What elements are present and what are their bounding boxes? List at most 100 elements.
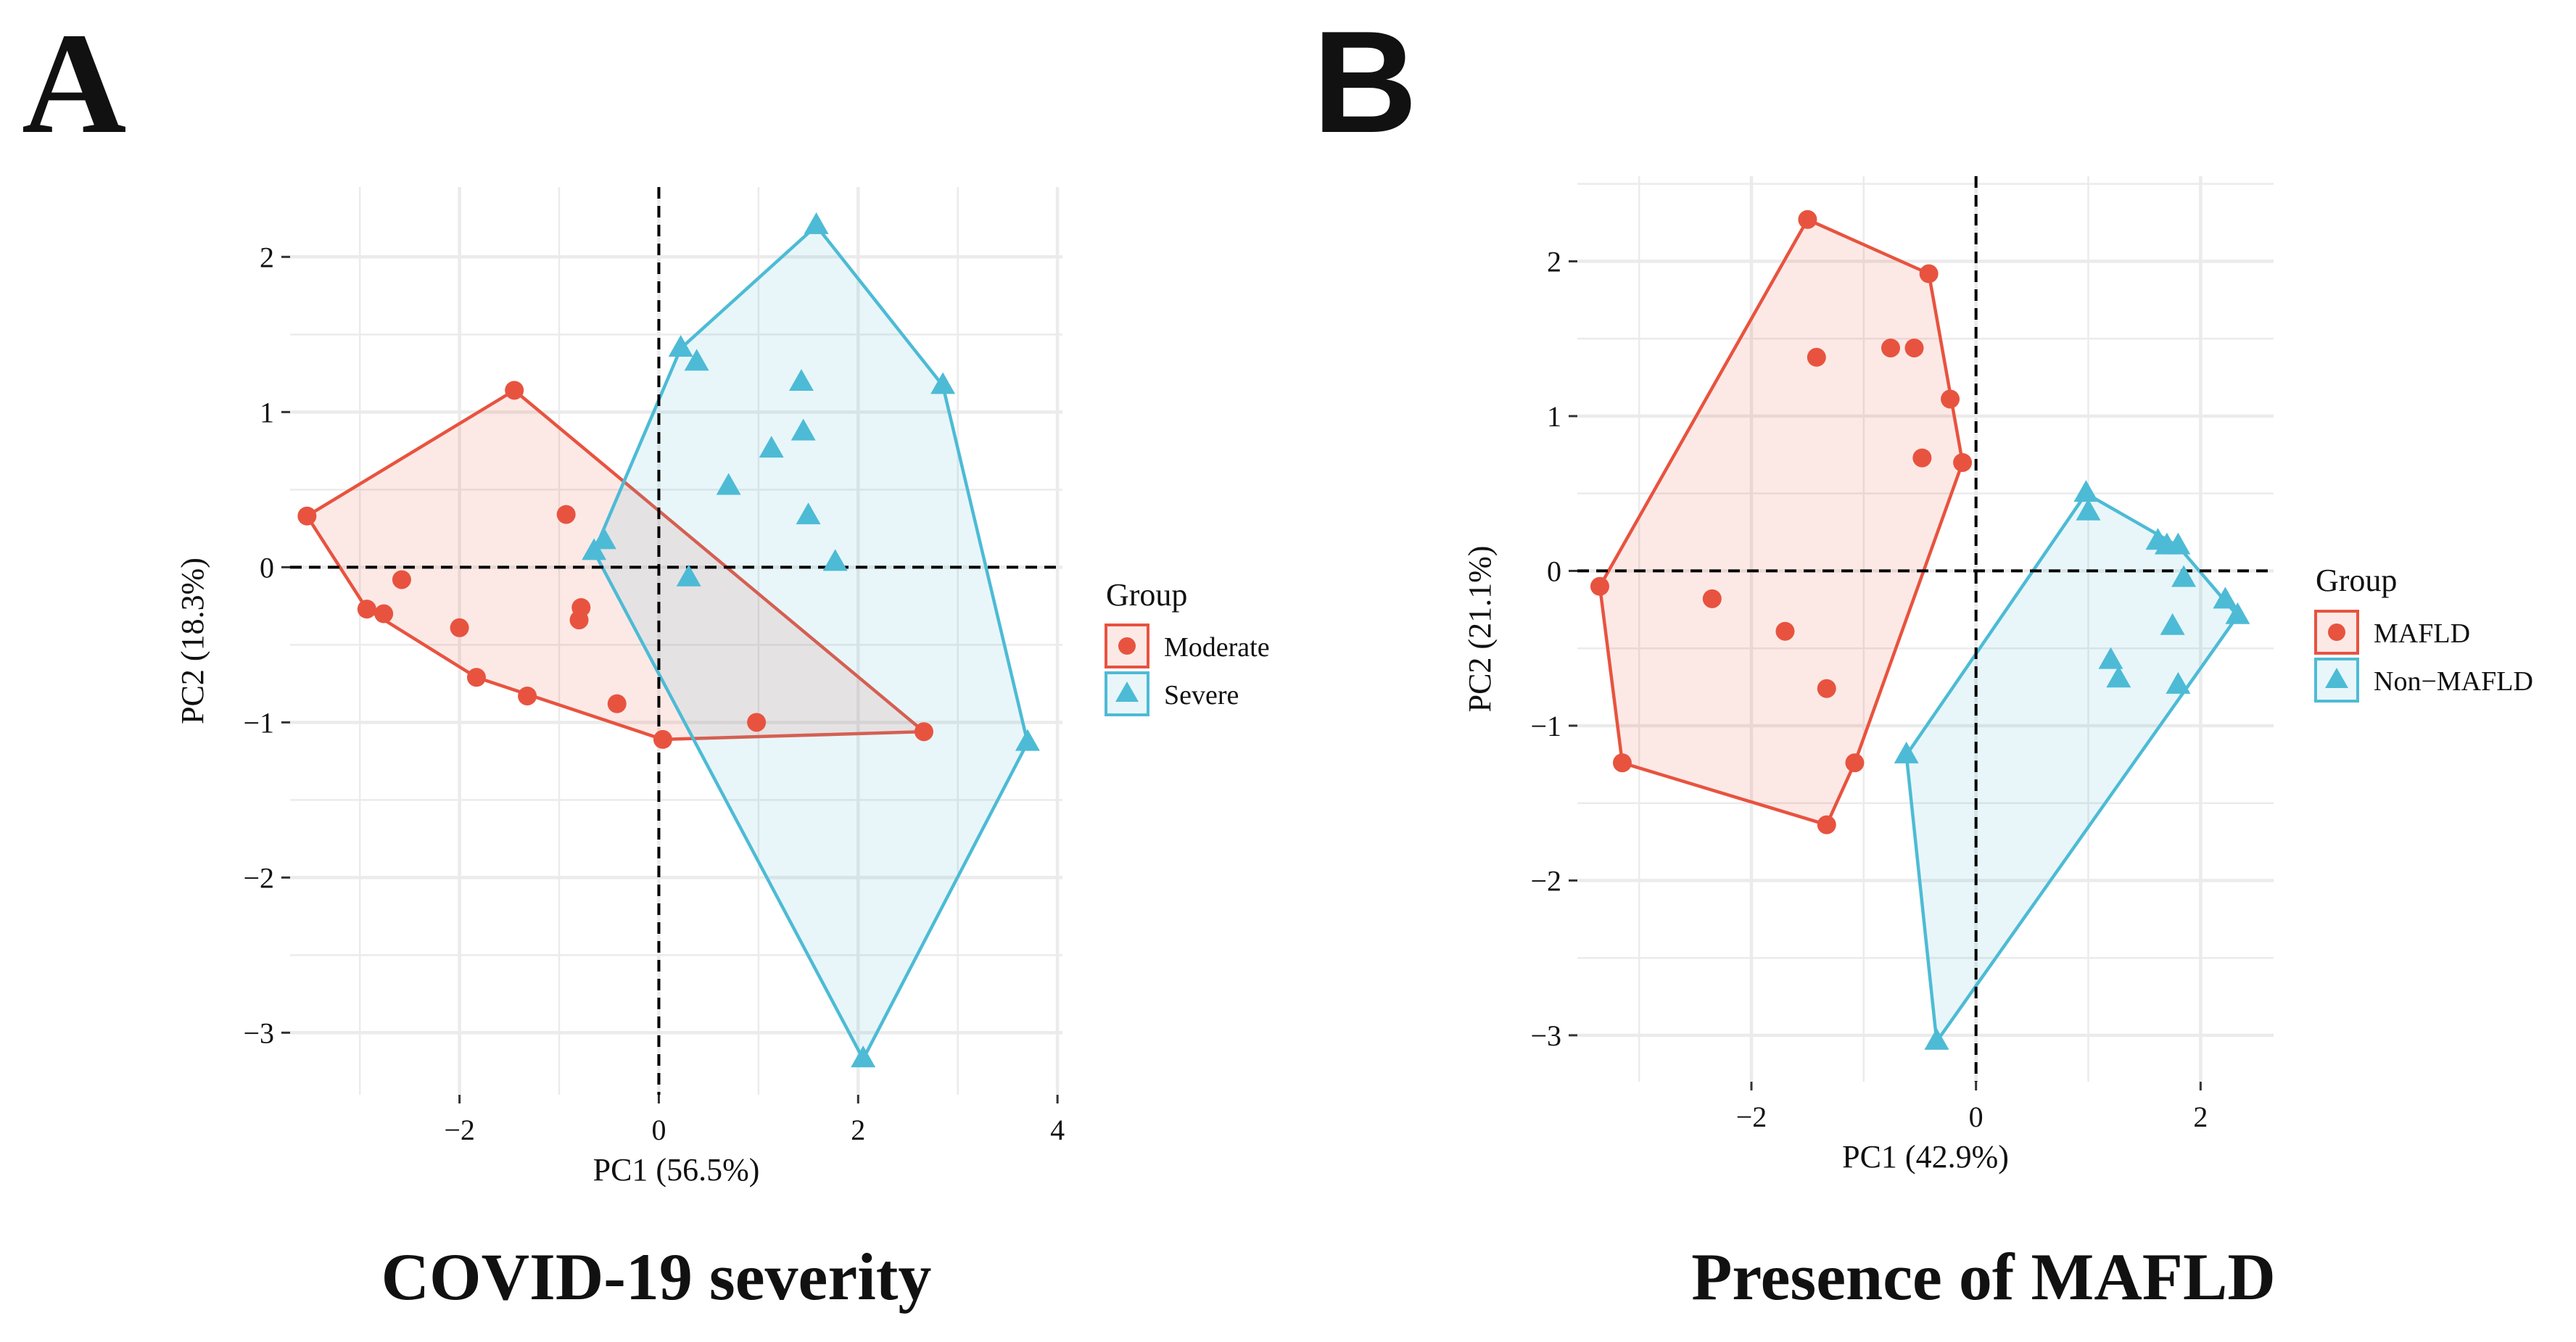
panel-a-point-moderate [914,722,933,742]
panel-b-legend-symbol-nonmafld [2325,668,2348,688]
panel-a-point-severe [851,1045,876,1068]
panel-a-point-severe [930,372,956,394]
panel-a-point-moderate [556,505,576,524]
panel-b-point-mafld [1919,264,1939,283]
panel-a-point-moderate [569,610,589,630]
panel-a-point-moderate [518,686,537,705]
panel-a-xaxis-label: PC1 (56.5%) [593,1152,760,1188]
panel-b-point-nonmafld [2213,587,2238,609]
panel-a-point-moderate [450,618,469,637]
panel-a-ytick-label: −3 [243,1016,274,1049]
panel-a-point-moderate [466,668,486,687]
panel-b-legend: Group MAFLD Non−MAFLD [2314,563,2533,703]
panel-b-xtick-label: 0 [1969,1101,1983,1133]
panel-b-point-nonmafld [2098,647,2123,669]
panel-b-ytick-label: 2 [1547,245,1561,278]
panel-a-point-severe [684,349,709,371]
panel-b-point-mafld [1881,338,1900,357]
panel-a-ytick-label: 0 [260,551,274,584]
panel-b-point-mafld [1845,753,1865,773]
panel-a-legend-key-severe [1105,671,1149,716]
panel-a-point-moderate [297,506,317,526]
panel-b-letter: B [1313,1,1417,163]
panel-a-legend-symbol-moderate [1118,637,1136,655]
panel-b-plot: −2 0 2 −3 −2 −1 0 1 2 PC1 (42.9%) PC2 (21.1%) Group… [1462,176,2533,1175]
panel-a-point-severe [716,473,741,495]
panel-b-ytick-label: −2 [1530,864,1561,897]
panel-a: A −2 0 2 4 −3 −2 −1 0 1 2 PC1 (56.5%) PC2 (18.3%) Gr… [22,4,1270,1314]
panel-b-legend-title: Group [2316,563,2397,598]
panel-b-ytick-label: −3 [1530,1019,1561,1052]
panel-b-point-nonmafld [2076,498,2101,521]
panel-b-legend-label-nonmafld: Non−MAFLD [2374,666,2533,697]
panel-a-point-moderate [653,729,672,749]
panel-b-point-mafld [1612,753,1632,773]
panel-a-legend-label-severe: Severe [1164,680,1239,711]
panel-a-point-moderate [392,570,411,589]
panel-a-legend: Group Moderate Severe [1105,577,1270,716]
panel-a-point-severe [668,334,693,357]
panel-a-xtick-label: 2 [851,1114,865,1146]
panel-b-point-mafld [1702,589,1722,608]
panel-b-point-mafld [1775,621,1795,641]
panel-b-point-nonmafld [2166,671,2191,694]
panel-b: B −2 0 2 −3 −2 −1 0 1 2 PC1 (42.9%) PC2 (21.1%) Gro… [1313,1,2533,1314]
panel-b-point-mafld [1904,338,1924,357]
panel-b-point-mafld [1953,452,1973,472]
panel-a-yaxis-label: PC2 (18.3%) [175,558,210,724]
panel-a-ytick-label: −2 [243,861,274,894]
panel-b-xtick-label: 2 [2193,1101,2208,1133]
panel-a-point-severe [788,369,814,392]
panel-b-ytick-label: 0 [1547,555,1561,587]
panel-a-plot: −2 0 2 4 −3 −2 −1 0 1 2 PC1 (56.5%) PC2 (18.3%) Grou… [175,187,1270,1188]
panel-b-point-mafld [1941,389,1960,409]
panel-b-point-nonmafld [2171,565,2197,587]
panel-b-legend-label-mafld: MAFLD [2374,618,2470,649]
panel-a-ytick-label: 2 [260,241,274,273]
panel-b-legend-symbol-mafld [2328,624,2345,641]
panel-b-point-nonmafld [2106,666,2131,688]
panel-a-point-severe [796,502,821,525]
panel-b-ytick-label: −1 [1530,710,1561,742]
panel-a-point-severe [582,538,607,560]
panel-a-point-severe [804,212,829,234]
panel-b-ytick-label: 1 [1547,400,1561,433]
panel-a-caption: COVID-19 severity [381,1240,932,1314]
panel-b-caption: Presence of MAFLD [1691,1240,2276,1314]
panel-b-point-mafld [1912,448,1932,468]
panel-b-point-nonmafld [2225,602,2250,624]
panel-b-xtick-label: −2 [1736,1101,1767,1133]
panel-b-point-nonmafld [1894,741,1919,763]
panel-b-point-nonmafld [2166,532,2191,555]
panel-b-point-mafld [1817,679,1836,698]
panel-a-xtick-label: −2 [444,1114,475,1146]
panel-a-point-severe [676,564,701,587]
panel-a-point-severe [591,527,616,550]
panel-a-point-moderate [607,694,627,713]
panel-a-legend-symbol-severe [1115,682,1139,702]
panel-a-xtick-label: 4 [1050,1114,1065,1146]
panel-a-point-severe [1015,729,1040,751]
panel-b-point-mafld [1590,576,1609,596]
panel-b-xaxis-label: PC1 (42.9%) [1842,1139,2009,1175]
panel-a-point-moderate [357,600,376,619]
panel-a-point-severe [790,418,816,441]
panel-a-xtick-label: 0 [651,1114,666,1146]
panel-b-point-mafld [1817,815,1836,834]
panel-a-ytick-label: −1 [243,706,274,739]
panel-b-point-nonmafld [2160,613,2185,635]
panel-b-point-mafld [1798,210,1817,229]
panel-b-point-nonmafld [1924,1027,1949,1050]
panel-a-point-severe [822,549,848,571]
panel-b-point-nonmafld [2073,480,2099,502]
panel-a-legend-title: Group [1106,577,1187,613]
panel-b-point-mafld [1807,347,1826,367]
panel-a-point-moderate [374,604,394,624]
panel-a-point-severe [759,436,784,458]
panel-a-point-moderate [505,381,524,400]
panel-a-legend-label-moderate: Moderate [1164,632,1270,663]
panel-a-ytick-label: 1 [260,396,274,428]
panel-b-hull-mafld [1598,218,1965,827]
panel-a-point-moderate [747,713,767,732]
